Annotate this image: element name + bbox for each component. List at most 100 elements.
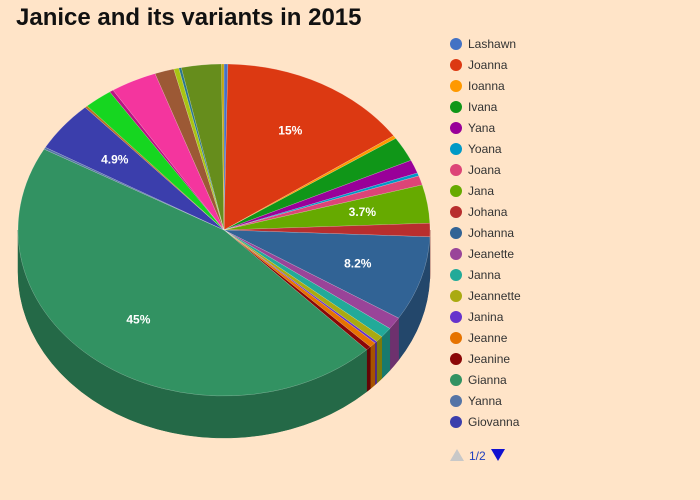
pie-slice-unlabeled[interactable] <box>181 63 225 231</box>
pie-slice-jeanette[interactable] <box>223 229 399 329</box>
legend-label: Yana <box>468 121 496 135</box>
legend-swatch <box>450 416 462 428</box>
data-label-jana: 3.7% <box>349 205 377 219</box>
legend: Lashawn Joanna Ioanna Ivana Yana Yoana Joana Ja… <box>450 34 690 433</box>
legend-pager: 1/2 <box>450 448 505 464</box>
pie-side-group <box>17 229 431 439</box>
legend-swatch <box>450 395 462 407</box>
pie-top-group <box>17 63 431 397</box>
pie-slice-janina[interactable] <box>223 229 378 344</box>
legend-label: Jana <box>468 184 495 198</box>
legend-item-ioanna[interactable]: Ioanna <box>450 76 690 97</box>
legend-item-johana[interactable]: Johana <box>450 202 690 223</box>
legend-item-joanna[interactable]: Joanna <box>450 55 690 76</box>
legend-swatch <box>450 269 462 281</box>
pie-slice-unlabeled[interactable] <box>221 63 225 231</box>
pie-slice-giovanna[interactable] <box>45 107 225 231</box>
pie-slice-unlabeled[interactable] <box>109 89 225 231</box>
legend-swatch <box>450 80 462 92</box>
pie-slice-unlabeled[interactable] <box>112 73 225 231</box>
pie-slice-gianna[interactable] <box>17 148 368 397</box>
pie-slice-johanna[interactable] <box>223 229 431 319</box>
pie-slice-jeannette[interactable] <box>223 229 383 342</box>
pie-slice-joanna[interactable] <box>223 63 394 231</box>
legend-label: Jeanne <box>468 331 508 345</box>
pie-slice-yoana[interactable] <box>223 172 420 231</box>
legend-swatch <box>450 248 462 260</box>
pie-slice-joana[interactable] <box>223 175 423 231</box>
legend-swatch <box>450 353 462 365</box>
pie-slice-ioanna[interactable] <box>223 135 397 231</box>
pie-slice-unlabeled[interactable] <box>154 68 225 231</box>
legend-label: Ioanna <box>468 79 505 93</box>
pie-slice-unlabeled[interactable] <box>173 67 225 231</box>
pie-slice-yana[interactable] <box>223 160 418 231</box>
legend-swatch <box>450 206 462 218</box>
pie-slice-ivana[interactable] <box>223 138 412 231</box>
legend-label: Joana <box>468 163 501 177</box>
legend-item-jeanette[interactable]: Jeanette <box>450 244 690 265</box>
legend-item-giovanna[interactable]: Giovanna <box>450 412 690 433</box>
legend-item-jana[interactable]: Jana <box>450 181 690 202</box>
pie-slice-jana[interactable] <box>223 184 431 231</box>
legend-label: Lashawn <box>468 37 517 51</box>
legend-swatch <box>450 164 462 176</box>
legend-item-janna[interactable]: Janna <box>450 265 690 286</box>
pie-chart: 15% 3.7% 8.2% 45% 4.9% <box>17 63 431 439</box>
pager-up-arrow-icon[interactable] <box>450 449 464 461</box>
pager-page-text: 1/2 <box>469 449 486 463</box>
pie-slice-unlabeled[interactable] <box>84 105 225 231</box>
legend-label: Jeannette <box>468 289 521 303</box>
legend-swatch <box>450 374 462 386</box>
chart-title: Janice and its variants in 2015 <box>16 4 362 31</box>
legend-item-yana[interactable]: Yana <box>450 118 690 139</box>
pager-down-arrow-icon[interactable] <box>490 449 505 461</box>
legend-item-jeannette[interactable]: Jeannette <box>450 286 690 307</box>
legend-label: Johanna <box>468 226 515 240</box>
pie-slice-johana[interactable] <box>223 222 431 238</box>
pie-slice-jeanne[interactable] <box>223 229 376 348</box>
pie-slice-unlabeled[interactable] <box>178 67 225 231</box>
legend-item-yoana[interactable]: Yoana <box>450 139 690 160</box>
legend-swatch <box>450 311 462 323</box>
legend-item-gianna[interactable]: Gianna <box>450 370 690 391</box>
pie-slice-side-janna <box>381 327 391 380</box>
legend-label: Johana <box>468 205 508 219</box>
legend-label: Gianna <box>468 373 507 387</box>
legend-item-johanna[interactable]: Johanna <box>450 223 690 244</box>
legend-item-jeanine[interactable]: Jeanine <box>450 349 690 370</box>
data-label-gianna: 45% <box>126 312 150 326</box>
legend-item-lashawn[interactable]: Lashawn <box>450 34 690 55</box>
legend-item-joana[interactable]: Joana <box>450 160 690 181</box>
pie-slice-yanna[interactable] <box>43 146 225 231</box>
legend-swatch <box>450 332 462 344</box>
legend-label: Ivana <box>468 100 498 114</box>
pie-slice-unlabeled[interactable] <box>86 91 225 231</box>
legend-item-jeanne[interactable]: Jeanne <box>450 328 690 349</box>
pie-slice-lashawn[interactable] <box>223 63 229 231</box>
legend-swatch <box>450 227 462 239</box>
legend-swatch <box>450 185 462 197</box>
legend-swatch <box>450 101 462 113</box>
legend-item-janina[interactable]: Janina <box>450 307 690 328</box>
pie-slice-side-jeannette <box>376 336 383 385</box>
legend-label: Joanna <box>468 58 508 72</box>
legend-item-yanna[interactable]: Yanna <box>450 391 690 412</box>
legend-label: Yanna <box>468 394 502 408</box>
legend-swatch <box>450 290 462 302</box>
legend-label: Janna <box>468 268 501 282</box>
legend-swatch <box>450 38 462 50</box>
legend-label: Yoana <box>468 142 502 156</box>
data-label-johanna: 8.2% <box>344 256 372 270</box>
legend-label: Jeanine <box>468 352 511 366</box>
pie-slice-side-janina <box>374 340 377 386</box>
legend-swatch <box>450 122 462 134</box>
pie-slice-jeanine[interactable] <box>223 229 371 351</box>
data-label-giovanna: 4.9% <box>101 152 129 166</box>
pie-slice-janna[interactable] <box>223 229 391 338</box>
data-label-joanna: 15% <box>278 124 302 138</box>
legend-label: Giovanna <box>468 415 520 429</box>
legend-label: Janina <box>468 310 504 324</box>
legend-label: Jeanette <box>468 247 515 261</box>
legend-item-ivana[interactable]: Ivana <box>450 97 690 118</box>
